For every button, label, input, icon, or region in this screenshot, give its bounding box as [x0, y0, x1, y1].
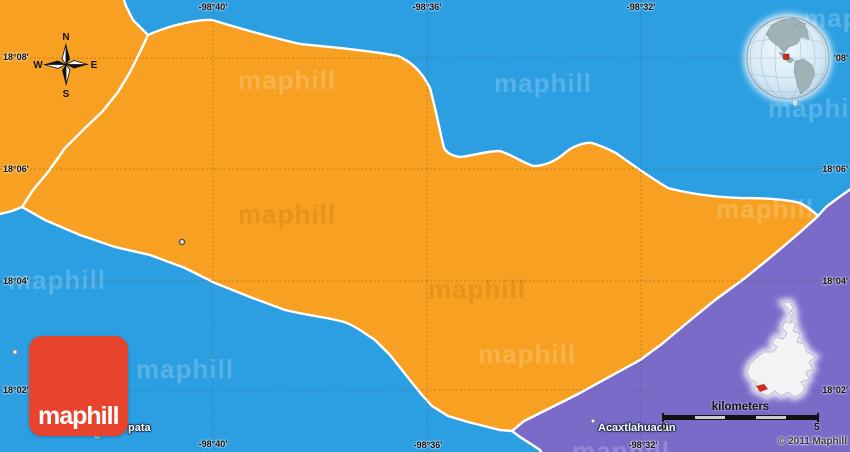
grid-label-left-1: 18°08'	[3, 52, 29, 62]
compass-north-label: N	[62, 32, 69, 43]
grid-label-top-2: -98°36'	[412, 2, 442, 12]
grid-label-left-2: 18°06'	[3, 164, 29, 174]
compass-south-label: S	[63, 89, 70, 100]
state-inset-highlight-marker	[756, 384, 768, 392]
compass-rose: N E S W	[33, 32, 98, 100]
grid-label-right-1: '08'	[833, 53, 848, 63]
compass-west-label: W	[33, 60, 43, 71]
grid-label-right-2: 18°06'	[822, 164, 848, 174]
grid-label-bottom-2: -98°36'	[413, 440, 443, 450]
grid-label-bottom-1: -98°40'	[198, 439, 228, 449]
scalebar	[662, 413, 819, 422]
place-label-acaxtlahuacan: Acaxtlahuacán	[598, 422, 676, 434]
globe-location-marker	[783, 53, 790, 60]
compass-east-label: E	[91, 60, 98, 71]
scalebar-start-value: 0	[661, 422, 667, 433]
state-inset-shape	[743, 298, 821, 402]
grid-label-right-4: 18°02'	[822, 385, 848, 395]
copyright-notice: © 2011 Maphill	[777, 436, 847, 447]
scalebar-end-value: 5	[814, 422, 820, 433]
village-dot-acaxtlahuacan	[590, 418, 596, 424]
grid-label-right-3: 18°04'	[822, 276, 848, 286]
town-ring-marker	[178, 238, 186, 246]
grid-label-top-3: -98°32'	[626, 2, 656, 12]
grid-label-top-1: -98°40'	[198, 2, 228, 12]
grid-label-bottom-3: -98°32'	[628, 440, 658, 450]
scalebar-title: kilometers	[711, 401, 770, 413]
place-label-pata: pata	[128, 422, 151, 434]
village-dot-west	[12, 349, 18, 355]
maphill-logo[interactable]: maphill	[29, 336, 128, 436]
globe-graticule	[747, 16, 829, 100]
grid-label-left-4: 18°02'	[3, 385, 29, 395]
region-orange-topleft	[0, 0, 150, 216]
maphill-logo-text: maphill	[38, 402, 120, 430]
locator-globe	[744, 14, 832, 105]
region-orange-main	[20, 18, 820, 433]
grid-label-left-3: 18°04'	[3, 276, 29, 286]
